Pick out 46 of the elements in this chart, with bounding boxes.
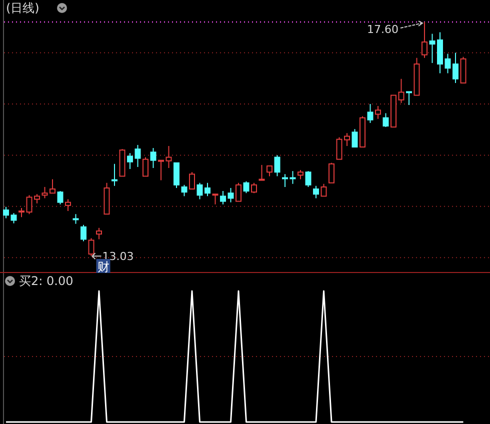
candlestick [142,156,148,177]
candlestick [290,170,296,184]
candlestick [88,238,94,257]
candlestick [134,144,141,168]
candlestick [80,224,86,242]
candlestick [57,190,64,205]
candlestick [18,207,24,218]
candlestick [282,174,288,188]
candlestick [375,106,381,120]
candlestick [236,182,242,202]
candlestick [228,187,234,203]
candlestick [328,162,334,184]
chart-title: (日线) [6,1,40,15]
annotation: 财 [97,260,110,274]
candlestick [367,103,374,124]
candlestick [127,152,133,170]
candlestick [298,170,304,180]
candlestick [382,112,389,128]
candlestick [3,206,9,219]
candlestick [158,160,164,181]
candlestick [243,180,250,194]
candlestick [305,170,312,188]
candlestick [220,190,226,205]
candlestick [422,22,428,58]
chart-title: 买2: 0.00 [19,274,74,288]
candlestick [258,164,265,181]
candlestick [65,198,71,212]
candlestick [313,185,319,199]
candlestick [251,182,257,194]
candlestick [10,212,17,224]
candlestick [274,154,280,177]
candlestick [320,183,327,197]
candlestick [266,165,272,177]
candlestick [406,91,412,106]
candlestick [352,128,358,148]
candlestick [181,184,188,197]
annotation: 17.60 [367,23,398,36]
candlestick [96,227,102,240]
candlestick [166,145,172,168]
candlestick [398,78,404,104]
candlestick [189,172,195,190]
candlestick [150,148,156,168]
candlestick [112,163,118,186]
candlestick [212,194,218,205]
candlestick [174,162,180,188]
candlestick [72,214,79,224]
